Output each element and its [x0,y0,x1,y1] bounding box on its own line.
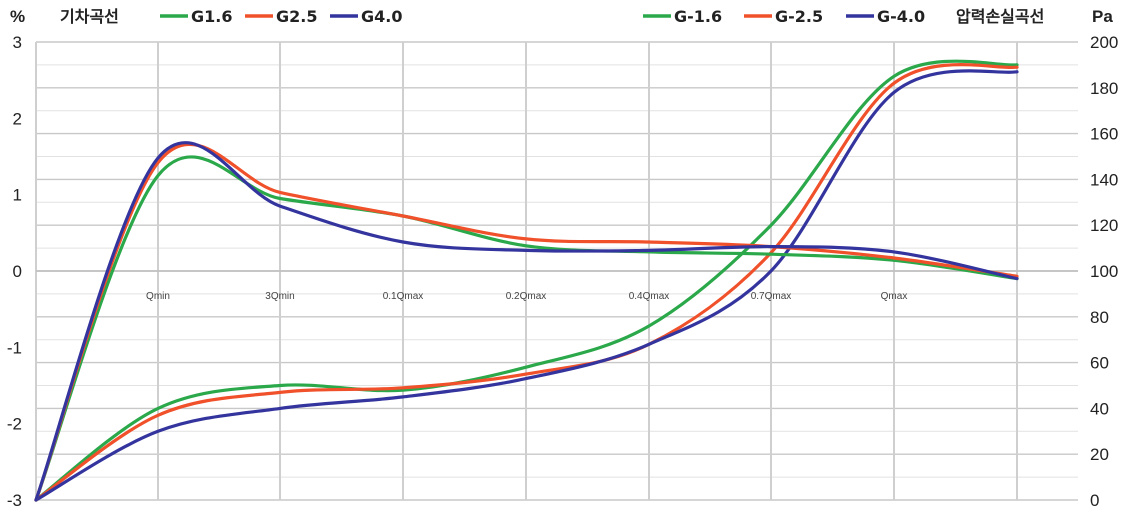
right-tick-label: 60 [1090,354,1109,373]
legend-label: G-4.0 [877,7,925,26]
left-tick-label: 1 [13,186,22,205]
left-tick-label: 0 [13,262,22,281]
left-tick-label: -3 [7,491,22,510]
legend-label: G2.5 [276,7,317,26]
legend-right-title: 압력손실곡선 [956,7,1044,26]
series-lines [34,59,1019,502]
error-curve-g1.6 [34,155,1019,502]
pressure-curve-g-2-5 [34,63,1019,502]
right-tick-label: 140 [1090,170,1118,189]
right-tick-label: 20 [1090,445,1109,464]
left-tick-label: 2 [13,109,22,128]
right-tick-label: 200 [1090,33,1118,52]
x-category-label: 0.7Qmax [751,291,792,302]
left-unit-label: % [10,7,25,26]
right-unit-label: Pa [1092,7,1113,26]
right-tick-label: 160 [1090,125,1118,144]
pressure-curve-g-4-0 [34,69,1019,502]
right-tick-label: 100 [1090,262,1118,281]
error-curve-g2.5 [34,142,1019,502]
x-category-label: Qmax [881,291,908,302]
legend-label: G4.0 [361,7,402,26]
left-tick-label: -1 [7,338,22,357]
right-tick-label: 40 [1090,399,1109,418]
x-category-label: 0.4Qmax [629,291,670,302]
grid [35,41,1078,501]
legend-left-title: 기차곡선 [60,7,119,26]
legend-label: G-2.5 [775,7,823,26]
legend: 기차곡선 G1.6 G2.5 G4.0 G-1.6 G-2.5 G-4.0 압력손실곡선 [60,7,1044,26]
x-category-label: Qmin [146,291,170,302]
x-category-label: 0.2Qmax [506,291,547,302]
right-tick-label: 80 [1090,308,1109,327]
left-tick-label: -2 [7,415,22,434]
right-tick-label: 180 [1090,79,1118,98]
legend-label: G1.6 [191,7,232,26]
pressure-curve-g-1-6 [34,59,1019,502]
x-category-label: 3Qmin [265,291,294,302]
error-curve-g4.0 [34,141,1019,502]
x-category-label: 0.1Qmax [383,291,424,302]
legend-label: G-1.6 [674,7,722,26]
right-tick-label: 120 [1090,216,1118,235]
left-tick-label: 3 [13,33,22,52]
right-tick-label: 0 [1090,491,1099,510]
